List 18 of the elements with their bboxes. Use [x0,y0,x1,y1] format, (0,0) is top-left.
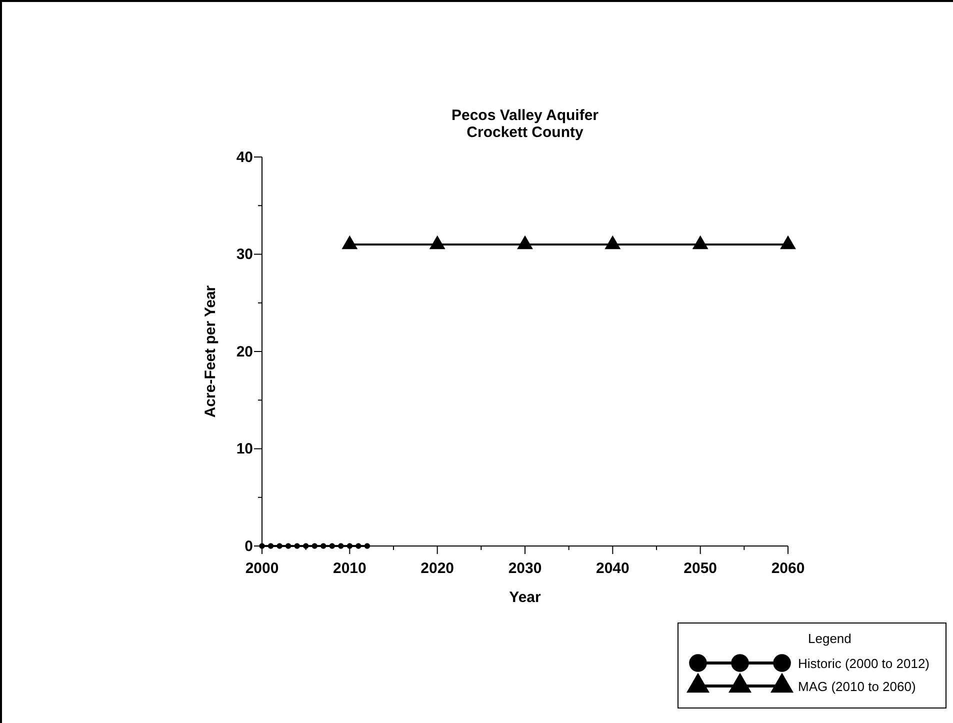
legend-title: Legend [808,631,852,646]
y-tick-label: 30 [236,246,253,264]
x-tick-label: 2030 [508,560,542,577]
y-tick-label: 40 [236,148,253,166]
x-tick-label: 2060 [771,560,805,577]
chart-title: Pecos Valley Aquifer Crockett County [451,107,599,141]
x-tick-label: 2020 [420,560,454,577]
y-tick-label: 10 [236,440,253,458]
y-tick-label: 20 [236,343,253,360]
y-tick-label: 0 [244,538,253,555]
x-tick-label: 2010 [332,560,366,577]
x-tick-label: 2000 [245,560,279,577]
legend-label: MAG (2010 to 2060) [798,679,916,694]
y-axis-title: Acre-Feet per Year [202,285,219,418]
x-tick-label: 2040 [596,560,630,577]
x-axis-title: Year [509,589,542,606]
legend-label: Historic (2000 to 2012) [798,656,930,671]
x-tick-label: 2050 [684,560,718,577]
